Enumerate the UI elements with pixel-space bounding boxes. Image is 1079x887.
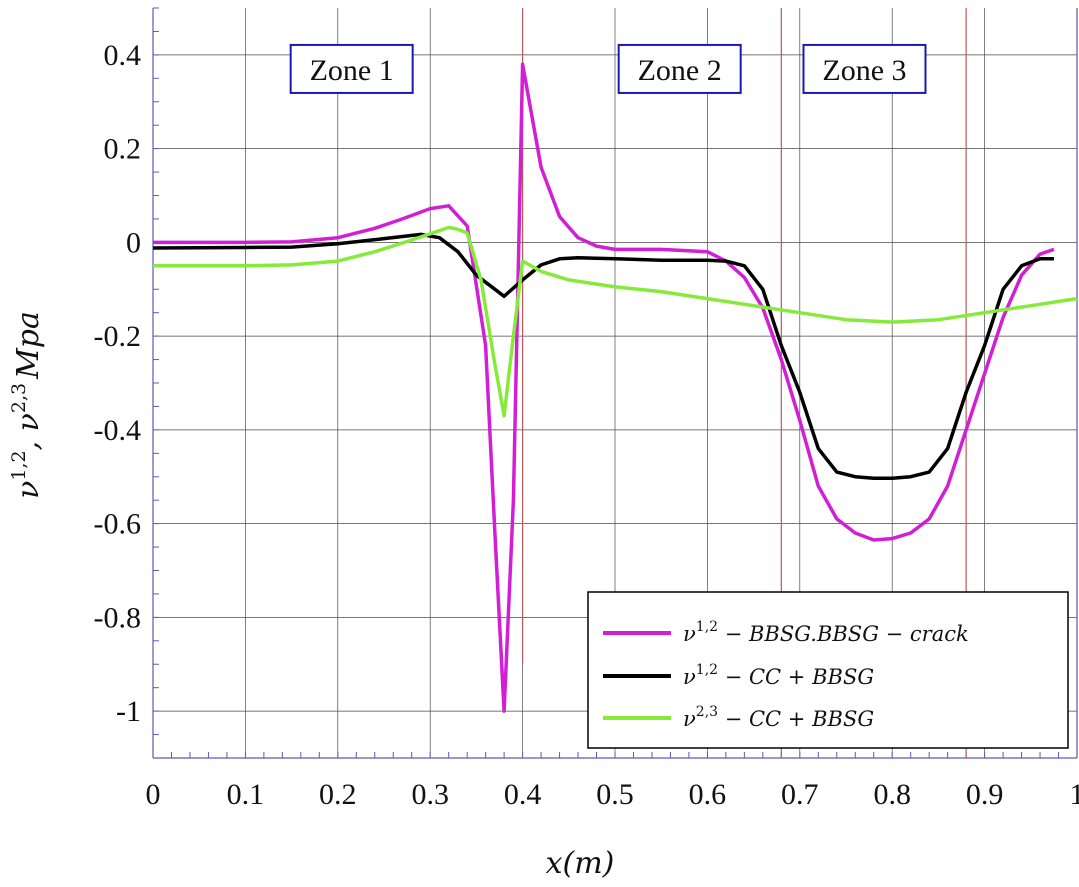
zone-annotations: Zone 1 Zone 2 Zone 3 bbox=[289, 43, 927, 94]
x-axis-title: x(m) bbox=[546, 846, 615, 881]
zone-box-0 bbox=[289, 43, 414, 94]
x-tick-label-1: 0.1 bbox=[227, 778, 265, 811]
x-tick-label-3: 0.3 bbox=[411, 778, 449, 811]
tick-labels: 0 0.1 0.2 0.3 0.4 0.5 0.6 0.7 0.8 0.9 1 -1 -0.8 -0.6 -… bbox=[94, 39, 1079, 811]
series-line-1 bbox=[152, 232, 1054, 480]
svg-text:ν1,2, ν2,3Mpa: ν1,2, ν2,3Mpa bbox=[8, 311, 46, 499]
y-axis-title-sep: , bbox=[11, 431, 46, 450]
y-tick-label-5: 0 bbox=[126, 226, 141, 259]
x-tick-label-4: 0.4 bbox=[504, 778, 542, 811]
legend-label-1: ν1,2 − CC + BBSG bbox=[683, 662, 874, 689]
axes bbox=[152, 7, 1078, 759]
y-axis-title-nu: ν bbox=[11, 481, 46, 499]
legend-box bbox=[587, 591, 1069, 749]
zone-annotation-0: Zone 1 bbox=[289, 43, 414, 94]
series-line-2 bbox=[153, 225, 1078, 418]
y-axis-title-unit: Mpa bbox=[11, 311, 46, 380]
x-tick-label-2: 0.2 bbox=[319, 778, 357, 811]
y-tick-label-0: -1 bbox=[116, 695, 141, 728]
y-axis-title: ν1,2, ν2,3Mpa bbox=[8, 311, 46, 499]
legend-label-2: ν2,3 − CC + BBSG bbox=[683, 704, 874, 731]
zone-label-1: Zone 2 bbox=[638, 54, 722, 87]
zone-annotation-1: Zone 2 bbox=[617, 43, 742, 94]
y-axis-title-sup2: 2,3 bbox=[8, 383, 30, 413]
series-group bbox=[152, 62, 1078, 713]
y-axis-title-sup1: 1,2 bbox=[8, 450, 30, 480]
y-tick-label-7: 0.4 bbox=[104, 39, 142, 72]
legend-label-0: ν1,2 − BBSG.BBSG − crack bbox=[683, 619, 969, 646]
legend: ν1,2 − BBSG.BBSG − crack ν1,2 − CC + BBS… bbox=[587, 591, 1069, 749]
zone-label-2: Zone 3 bbox=[822, 54, 906, 87]
series-line-0 bbox=[153, 62, 1055, 713]
x-tick-label-8: 0.8 bbox=[873, 778, 911, 811]
y-tick-label-3: -0.4 bbox=[94, 414, 142, 447]
y-axis-title-nu-2: ν bbox=[11, 413, 46, 431]
y-tick-label-2: -0.6 bbox=[94, 508, 142, 541]
zone-label-0: Zone 1 bbox=[310, 54, 394, 87]
x-tick-label-10: 1 bbox=[1070, 778, 1079, 811]
x-tick-label-9: 0.9 bbox=[966, 778, 1004, 811]
x-tick-label-6: 0.6 bbox=[689, 778, 727, 811]
zone-annotation-2: Zone 3 bbox=[802, 43, 927, 94]
zone-box-2 bbox=[802, 43, 927, 94]
x-tick-label-0: 0 bbox=[146, 778, 161, 811]
y-tick-label-6: 0.2 bbox=[104, 133, 142, 166]
y-tick-label-1: -0.8 bbox=[94, 601, 142, 634]
zone-box-1 bbox=[617, 43, 742, 94]
y-tick-label-4: -0.2 bbox=[94, 320, 142, 353]
x-tick-label-7: 0.7 bbox=[781, 778, 819, 811]
x-tick-label-5: 0.5 bbox=[596, 778, 634, 811]
